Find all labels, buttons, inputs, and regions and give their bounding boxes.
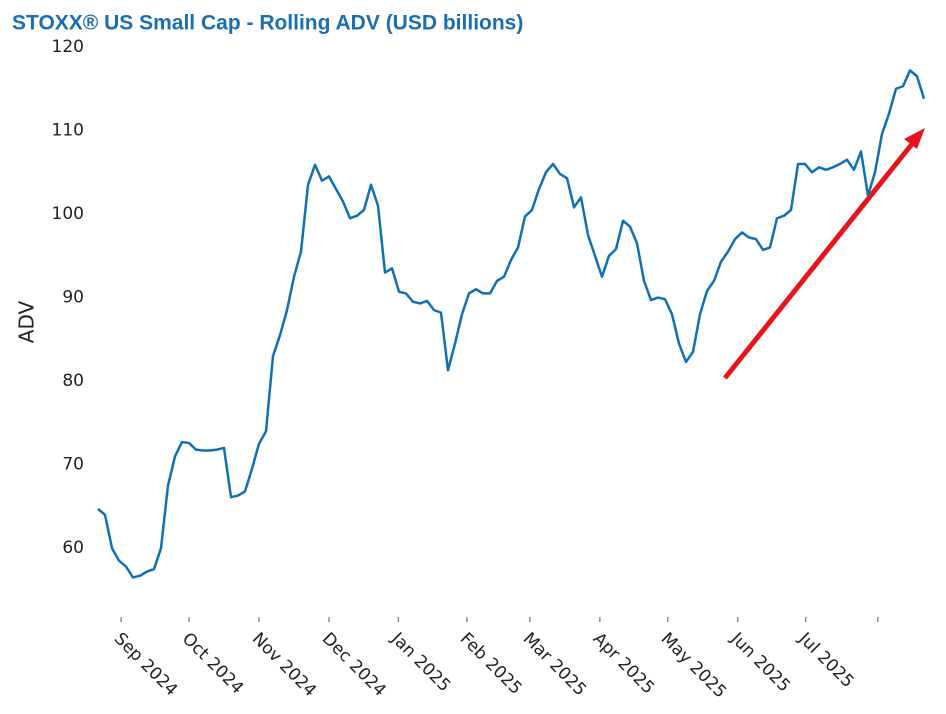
x-tick-label: Jun 2025 [726, 628, 794, 696]
y-tick-label: 80 [62, 371, 84, 391]
x-tick-label: Jul 2025 [794, 628, 858, 692]
x-tick-label: Apr 2025 [589, 629, 658, 698]
x-tick-label: Nov 2024 [248, 629, 320, 701]
x-tick-label: Mar 2025 [519, 629, 590, 700]
data-line [97, 69, 926, 579]
y-tick-label: 120 [52, 37, 84, 57]
x-tick-label: May 2025 [657, 629, 730, 702]
y-tick-label: 70 [62, 455, 84, 475]
chart-title: STOXX® US Small Cap - Rolling ADV (USD b… [12, 12, 523, 35]
x-tick-label: Dec 2024 [318, 629, 390, 701]
x-tick-label: Feb 2025 [456, 629, 526, 699]
trend-arrow [723, 128, 925, 380]
y-tick-label: 60 [62, 538, 84, 558]
y-tick-label: 110 [52, 121, 84, 141]
x-tick-label: Sep 2024 [110, 629, 181, 700]
x-tick-label: Oct 2024 [178, 629, 247, 698]
y-tick-label: 100 [52, 204, 84, 224]
arrow-head [904, 128, 925, 149]
x-tick-label: Jan 2025 [387, 628, 455, 696]
y-axis-title: ADV [15, 300, 39, 343]
arrow-shaft [723, 142, 914, 380]
y-tick-label: 90 [62, 288, 84, 308]
